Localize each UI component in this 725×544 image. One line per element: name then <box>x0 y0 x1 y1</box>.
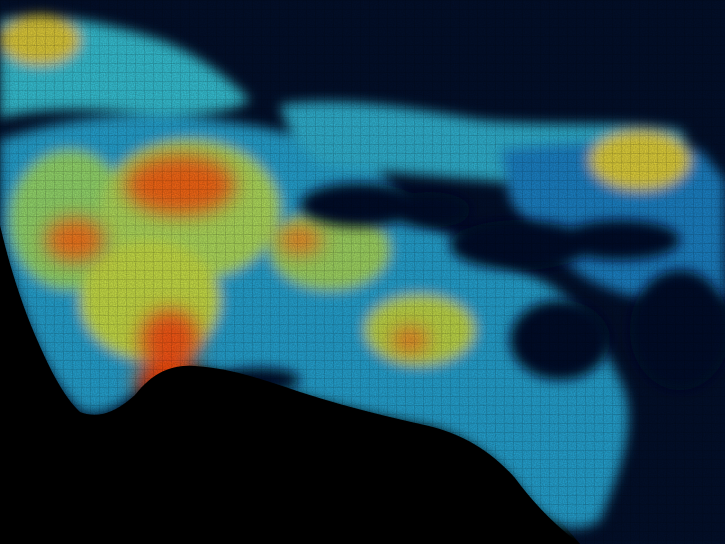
grain-texture <box>0 0 725 544</box>
heat-map <box>0 0 725 544</box>
